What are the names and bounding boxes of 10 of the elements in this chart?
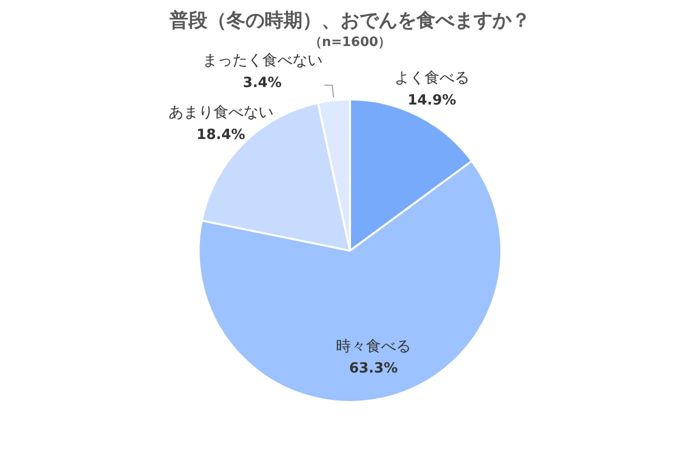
chart-title: 普段（冬の時期）、おでんを食べますか？ [168,9,530,32]
data-label: 3.4% [242,74,282,91]
slice-label: あまり食べない [168,103,274,122]
slice-label: 時々食べる [336,336,411,355]
data-label: 14.9% [408,92,456,108]
chart-subtitle: （n=1600） [308,34,392,50]
data-label: 63.3% [349,360,398,377]
slice-label: よく食べる [394,68,470,87]
slice-label: まったく食べない [202,51,322,70]
data-label: 18.4% [196,126,246,143]
